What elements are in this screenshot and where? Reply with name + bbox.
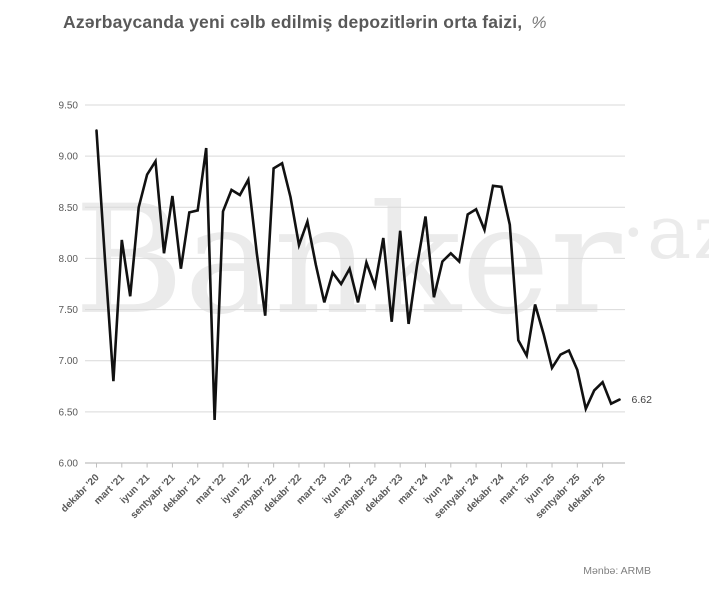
series-line — [95, 129, 621, 421]
watermark-suffix: ·az — [621, 190, 709, 276]
x-axis — [85, 462, 625, 468]
y-tick-label: 7.50 — [59, 305, 79, 316]
watermark-main: Banker — [74, 174, 622, 348]
chart-title: Azərbaycanda yeni cəlb edilmiş depozitlə… — [63, 12, 547, 33]
chart-title-text: Azərbaycanda yeni cəlb edilmiş depozitlə… — [63, 12, 523, 32]
watermark: Banker·az — [74, 186, 709, 336]
y-tick-label: 8.50 — [59, 203, 79, 214]
gridlines — [85, 104, 625, 464]
y-tick-label: 9.50 — [59, 101, 79, 112]
y-tick-label: 6.50 — [59, 407, 79, 418]
y-tick-label: 6.00 — [59, 459, 79, 470]
y-tick-label: 9.00 — [59, 152, 79, 163]
y-tick-label: 7.00 — [59, 356, 79, 367]
chart-title-unit: % — [531, 13, 547, 32]
y-tick-label: 8.00 — [59, 254, 79, 265]
y-axis-tick-labels: 9.50 9.00 8.50 8.00 7.50 7.00 6.50 6.00 — [59, 101, 79, 470]
x-tick-label: dekabr '20 — [59, 472, 102, 515]
last-value-label: 6.62 — [632, 394, 653, 406]
source-note: Mənbə: ARMB — [583, 565, 651, 577]
